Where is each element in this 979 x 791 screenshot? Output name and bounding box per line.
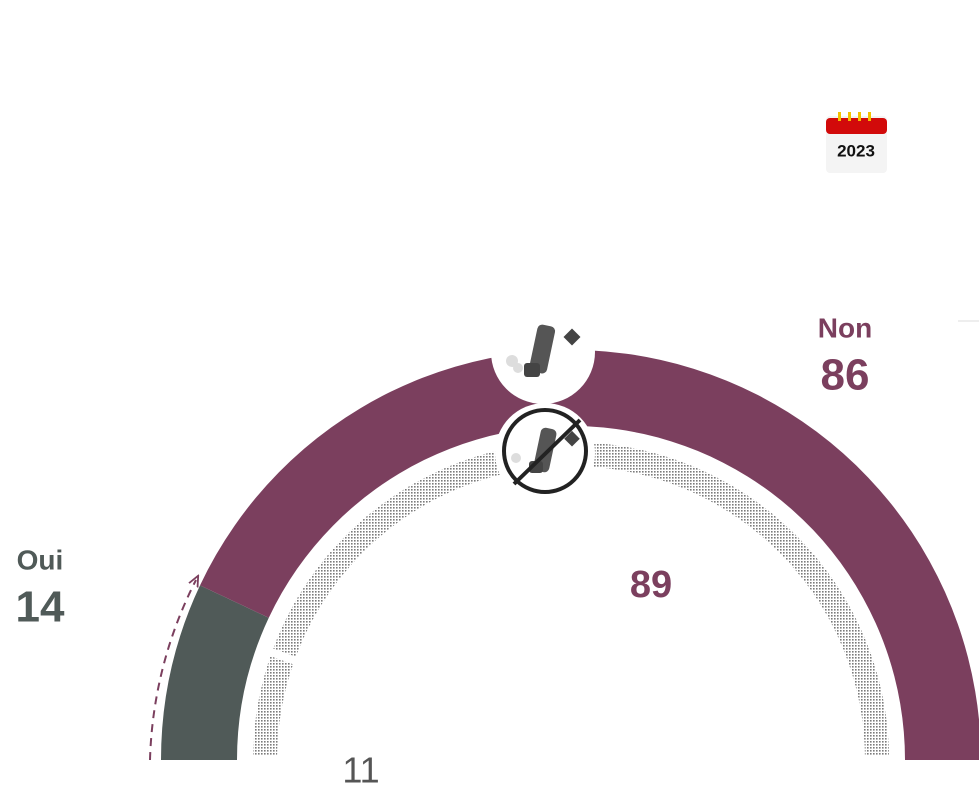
labels: Oui 14 Non 86 11 89 [16,312,873,790]
ring-segment [244,645,304,764]
ring-segment [161,585,269,760]
no-inhaler-icon [502,408,588,494]
value-label: 14 [16,583,65,632]
value-label: 11 [342,750,379,791]
inhaler-icon [506,324,581,377]
ring-segment [200,350,979,760]
arrow [149,580,196,761]
calendar-icon: 2023 [826,112,887,173]
value-label: 86 [821,351,870,400]
year: 2023 [837,141,875,160]
category-label: Non [818,312,872,343]
category-label: Oui [17,544,64,575]
ring-segment [262,434,898,764]
rings [161,350,979,764]
value-label: 89 [630,564,672,606]
